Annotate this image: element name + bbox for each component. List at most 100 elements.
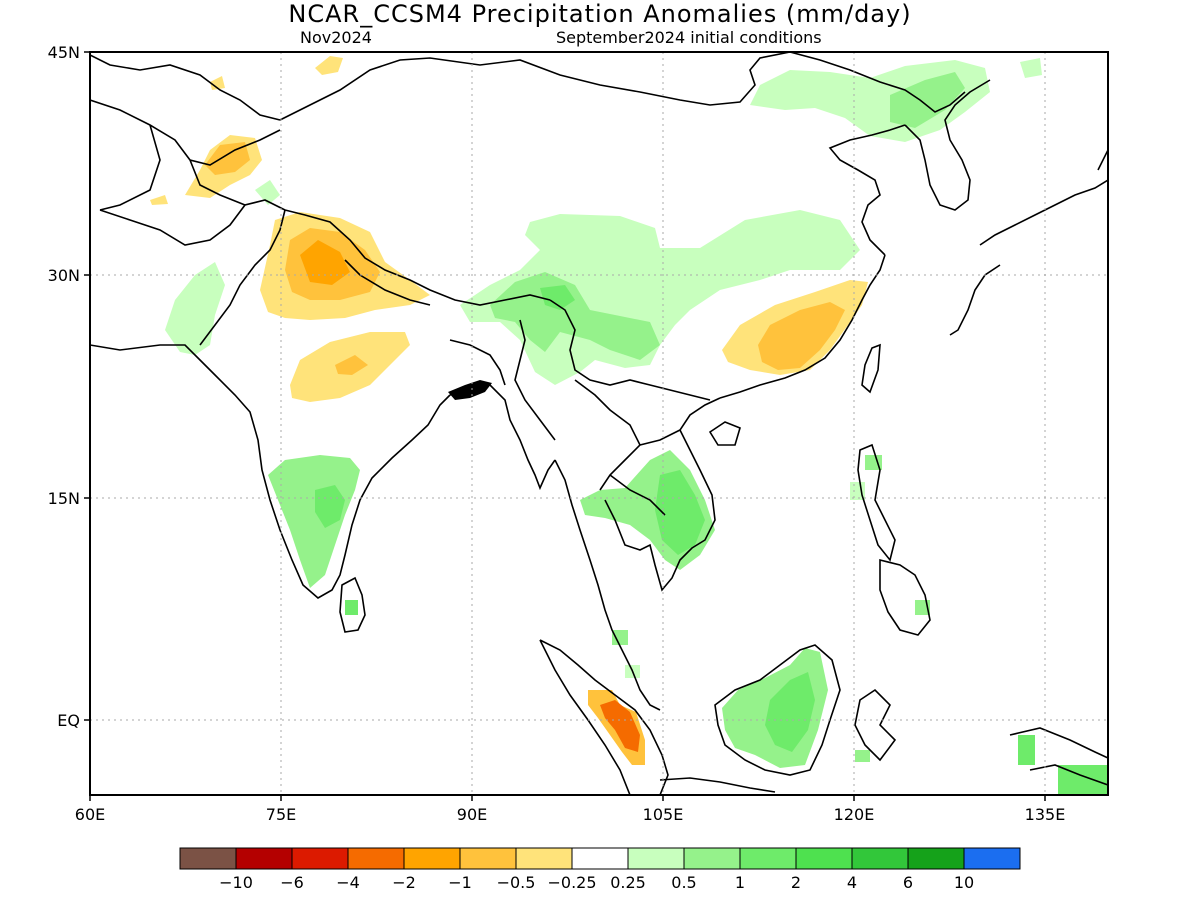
- lat-tick-45n: 45N: [48, 43, 80, 62]
- lon-tick-90e: 90E: [457, 805, 487, 824]
- colorbar-swatch-8: [627, 847, 685, 870]
- colorbar-label-7: 0.25: [610, 873, 646, 892]
- anomaly-shading: [150, 56, 1108, 795]
- anomaly-central-china-wet: [460, 210, 860, 385]
- colorbar-label-6: −0.25: [547, 873, 596, 892]
- lon-tick-labels: 60E 75E 90E 105E 120E 135E: [75, 805, 1066, 824]
- border-nepal: [344, 259, 431, 306]
- anomaly-himalaya-dry-center: [300, 240, 350, 285]
- coast-myanmar-thailand-west: [554, 459, 661, 711]
- colorbar-label-12: 6: [903, 873, 913, 892]
- border-bangladesh-myanmar: [449, 319, 556, 441]
- colorbar-label-4: −1: [448, 873, 472, 892]
- coast-sulawesi: [854, 688, 897, 762]
- lat-tick-labels: 45N 30N 15N EQ: [48, 43, 80, 730]
- colorbar-swatch-10: [739, 847, 797, 870]
- anomaly-sumatra-dry-core: [600, 700, 640, 752]
- anomaly-sulawesi-wet: [1018, 735, 1035, 765]
- lat-tick-30n: 30N: [48, 266, 80, 285]
- coast-java: [659, 777, 776, 793]
- colorbar-swatch-14: [963, 847, 1021, 870]
- lon-tick-105e: 105E: [643, 805, 684, 824]
- bangladesh-delta: [448, 380, 492, 400]
- anomaly-kazakh-dry: [210, 76, 225, 90]
- coast-east-china: [828, 124, 906, 256]
- initial-conditions-label: September2024 initial conditions: [556, 28, 822, 47]
- colorbar-swatch-4: [403, 847, 461, 870]
- border-china-myanmar: [549, 299, 711, 401]
- anomaly-northeast-wet-core: [890, 72, 965, 128]
- lat-tick-15n: 15N: [48, 489, 80, 508]
- coast-south-china: [719, 254, 886, 399]
- coast-new-guinea: [1009, 727, 1108, 786]
- anomaly-sri-lanka-wet: [345, 600, 358, 615]
- border-china-mongolia: [279, 52, 791, 121]
- border-indochina: [574, 379, 681, 516]
- colorbar-label-2: −4: [336, 873, 360, 892]
- anomaly-small-dry-west: [150, 195, 168, 205]
- coast-hainan: [708, 421, 741, 446]
- colorbar-swatch-3: [347, 847, 405, 870]
- map-title: NCAR_CCSM4 Precipitation Anomalies (mm/d…: [288, 0, 912, 28]
- coast-taiwan: [861, 343, 881, 394]
- colorbar-swatch-13: [907, 847, 965, 870]
- coast-visayas-mindanao: [879, 558, 931, 636]
- colorbar-label-1: −6: [280, 873, 304, 892]
- colorbar-label-9: 1: [735, 873, 745, 892]
- anomaly-south-china-dry-core: [758, 302, 845, 370]
- forecast-month: Nov2024: [300, 28, 372, 47]
- colorbar-swatch-11: [795, 847, 853, 870]
- lat-tick-eq: EQ: [57, 711, 80, 730]
- anomaly-afghanistan-dry-core: [205, 142, 250, 175]
- colorbar-label-8: 0.5: [671, 873, 696, 892]
- anomaly-far-north-dry: [315, 56, 343, 75]
- anomaly-tibet-wet-core: [490, 272, 660, 360]
- colorbar: [179, 847, 1021, 870]
- colorbar-swatch-7: [571, 847, 629, 870]
- coast-korea: [904, 79, 991, 211]
- map-background: [90, 52, 1108, 795]
- lon-tick-75e: 75E: [266, 805, 296, 824]
- anomaly-borneo-wet-core: [765, 672, 815, 752]
- anomaly-south-india-wet-core: [315, 485, 345, 528]
- anomaly-korea-wet: [1020, 58, 1042, 78]
- anomaly-indochina-wet-core: [655, 470, 705, 555]
- border-china-russia-ne: [789, 52, 966, 113]
- lon-tick-135e: 135E: [1025, 805, 1066, 824]
- lon-tick-120e: 120E: [834, 805, 875, 824]
- map-frame: [89, 51, 1109, 796]
- anomaly-celebes-small-wet: [855, 750, 870, 762]
- anomaly-philippines-wet: [865, 455, 882, 470]
- coast-sri-lanka: [339, 576, 366, 633]
- colorbar-label-10: 2: [791, 873, 801, 892]
- anomaly-new-guinea-wet: [1058, 765, 1108, 795]
- colorbar-swatch-5: [459, 847, 517, 870]
- anomaly-central-india-dry-core: [335, 355, 368, 375]
- colorbar-label-0: −10: [219, 873, 253, 892]
- coast-pakistan-india-west: [90, 344, 451, 599]
- colorbar-label-13: 10: [954, 873, 974, 892]
- border-pakistan-afghanistan: [99, 199, 286, 246]
- colorbar-swatch-12: [851, 847, 909, 870]
- colorbar-labels: −10 −6 −4 −2 −1 −0.5 −0.25 0.25 0.5 1 2 4 6 10: [219, 873, 974, 892]
- grid-lines: [90, 52, 1108, 795]
- colorbar-label-11: 4: [847, 873, 857, 892]
- colorbar-swatch-1: [235, 847, 293, 870]
- border-central-asia: [90, 99, 281, 211]
- colorbar-swatch-0: [179, 847, 237, 870]
- colorbar-swatch-2: [291, 847, 349, 870]
- coast-luzon: [857, 443, 896, 562]
- colorbar-swatch-9: [683, 847, 741, 870]
- colorbar-swatch-6: [515, 847, 573, 870]
- anomaly-kashmir-wet: [255, 180, 280, 205]
- border-india-china: [284, 209, 551, 306]
- colorbar-label-5: −0.5: [497, 873, 536, 892]
- coastlines: [90, 52, 1108, 795]
- border-russia-kazakh: [90, 54, 281, 121]
- axis-ticks: [84, 51, 1046, 801]
- anomaly-tibet-wet-center: [540, 285, 575, 310]
- anomaly-malay-small-wet: [612, 630, 628, 645]
- lon-tick-60e: 60E: [75, 805, 105, 824]
- colorbar-label-3: −2: [392, 873, 416, 892]
